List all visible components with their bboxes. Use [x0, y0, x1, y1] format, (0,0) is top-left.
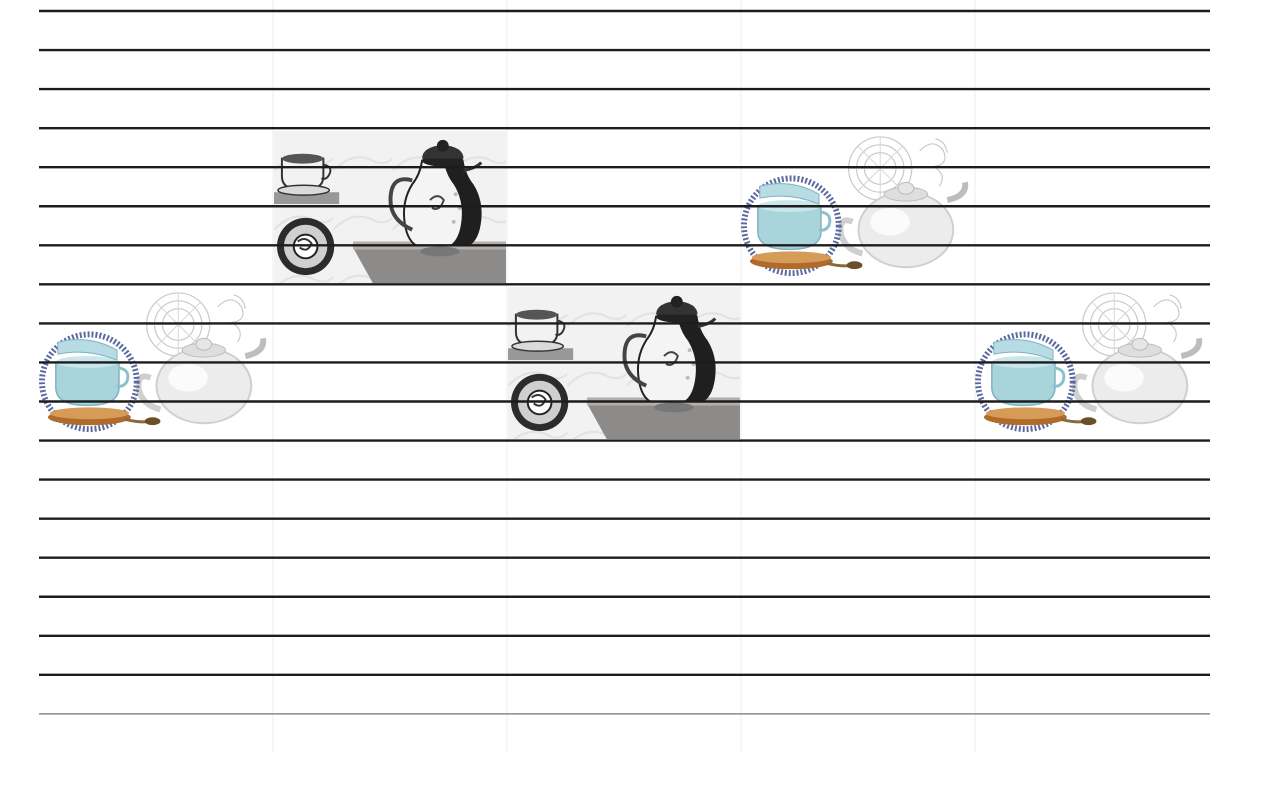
teapot-and-cups-icon — [744, 137, 965, 273]
teapot-and-cups-icon — [978, 293, 1199, 429]
tile-grout — [272, 0, 976, 752]
stripe-lines — [39, 9, 1210, 715]
teapot-and-cups-icon — [42, 293, 263, 429]
